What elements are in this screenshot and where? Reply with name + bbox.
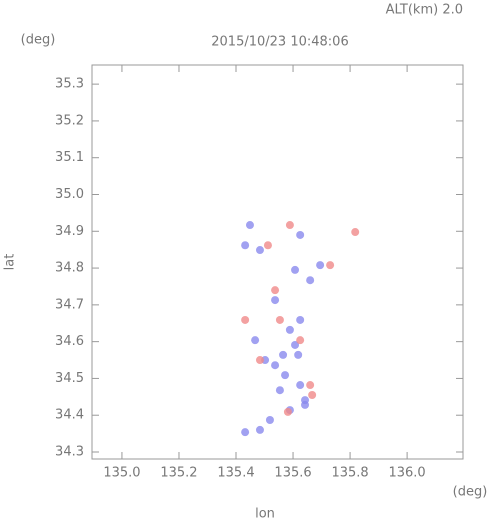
echo-point: [308, 390, 317, 399]
y-tick-label: 35.0: [55, 187, 84, 202]
y-tick-label: 35.2: [55, 113, 84, 128]
y-tick-label: 35.1: [55, 150, 84, 165]
echo-point: [351, 228, 360, 237]
echo-point: [326, 261, 335, 270]
echo-point: [263, 241, 272, 250]
echo-point: [271, 361, 280, 370]
y-tick-label: 34.6: [55, 334, 84, 349]
echo-point: [271, 286, 280, 295]
echo-point: [279, 350, 288, 359]
x-tick-label: 136.0: [388, 466, 425, 481]
echo-point: [294, 350, 303, 359]
echo-point: [316, 261, 325, 270]
echo-point: [285, 325, 294, 334]
x-tick-label: 135.2: [160, 466, 197, 481]
echo-point: [275, 386, 284, 395]
echo-point: [296, 230, 305, 239]
echo-point: [296, 315, 305, 324]
echo-point: [255, 356, 264, 365]
y-tick-label: 35.3: [55, 77, 84, 92]
echo-point: [306, 276, 315, 285]
echo-point: [301, 396, 310, 405]
x-tick-label: 135.0: [103, 466, 140, 481]
y-tick-label: 34.7: [55, 297, 84, 312]
x-axis-label: lon: [255, 507, 275, 521]
x-unit: (deg): [453, 485, 488, 500]
y-unit: (deg): [21, 33, 56, 48]
echo-point: [271, 296, 280, 305]
chart-subtitle: ALT(km) 2.0: [386, 3, 463, 18]
x-tick-label: 135.6: [274, 466, 311, 481]
x-tick-label: 135.4: [217, 466, 254, 481]
echo-point: [245, 221, 254, 230]
echo-point: [241, 241, 250, 250]
echo-point: [306, 381, 315, 390]
echo-point: [291, 265, 300, 274]
echo-point: [241, 315, 250, 324]
chart-title: 2015/10/23 10:48:06: [211, 35, 348, 50]
echo-point: [296, 336, 305, 345]
echo-point: [285, 221, 294, 230]
y-tick-label: 34.9: [55, 224, 84, 239]
y-axis-label: lat: [3, 254, 18, 271]
echo-point: [265, 416, 274, 425]
y-tick-label: 34.5: [55, 371, 84, 386]
echo-point: [241, 428, 250, 437]
echo-point: [251, 336, 260, 345]
echo-point: [255, 425, 264, 434]
echo-point: [296, 381, 305, 390]
y-tick-label: 34.3: [55, 445, 84, 460]
y-tick-label: 34.8: [55, 261, 84, 276]
y-tick-label: 34.4: [55, 408, 84, 423]
echo-point: [283, 407, 292, 416]
plot-frame: [91, 64, 464, 460]
x-tick-label: 135.8: [331, 466, 368, 481]
echo-point: [291, 340, 300, 349]
echo-point: [281, 371, 290, 380]
echo-point: [275, 315, 284, 324]
echo-point: [255, 246, 264, 255]
